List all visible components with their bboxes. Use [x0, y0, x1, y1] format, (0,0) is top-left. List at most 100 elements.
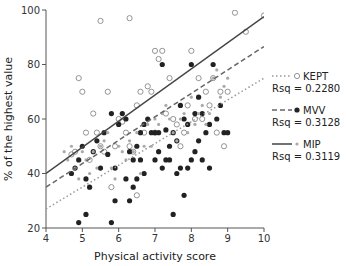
point	[211, 62, 216, 67]
legend-label: KEPT	[303, 71, 329, 82]
point	[193, 123, 196, 126]
point	[207, 103, 212, 108]
point	[83, 130, 88, 135]
x-tick-label: 9	[224, 233, 230, 244]
point	[123, 176, 128, 181]
point	[98, 144, 103, 149]
point	[77, 177, 80, 180]
point	[215, 68, 218, 71]
point	[160, 165, 165, 170]
x-axis-label: Physical activity score	[94, 250, 216, 263]
x-tick-label: 8	[188, 233, 194, 244]
point	[112, 144, 117, 149]
point	[132, 150, 135, 153]
x-tick	[264, 228, 265, 232]
point	[88, 172, 91, 175]
y-tick-label: 40	[27, 168, 40, 179]
point	[218, 89, 223, 94]
point	[120, 111, 125, 116]
x-tick-label: 6	[115, 233, 121, 244]
point	[185, 165, 190, 170]
point	[98, 165, 103, 170]
legend-label: MIP	[303, 139, 321, 150]
fit-line	[46, 47, 264, 188]
point	[127, 198, 132, 203]
legend: KEPTRsq = 0.2280MVVRsq = 0.3128MIPRsq = …	[272, 71, 340, 163]
point	[167, 144, 172, 149]
point	[189, 48, 194, 53]
legend-label: MVV	[303, 105, 325, 116]
point	[92, 150, 95, 153]
y-tick-label: 20	[27, 223, 40, 234]
x-tick	[155, 228, 156, 232]
x-tick-label: 5	[79, 233, 85, 244]
point	[232, 10, 237, 15]
point	[225, 89, 230, 94]
point	[91, 149, 96, 154]
point	[197, 112, 200, 115]
y-tick	[42, 173, 46, 174]
point	[81, 150, 84, 153]
point	[128, 139, 131, 142]
point	[167, 157, 172, 162]
point	[121, 150, 124, 153]
x-tick	[46, 228, 47, 232]
point	[181, 116, 186, 121]
point	[207, 165, 212, 170]
point	[134, 176, 139, 181]
point	[145, 84, 150, 89]
point	[76, 157, 81, 162]
y-tick	[42, 119, 46, 120]
point	[164, 104, 167, 107]
y-axis-label: % of the highest value	[2, 57, 15, 181]
point	[63, 150, 66, 153]
point	[83, 176, 88, 181]
x-tick-label: 10	[258, 233, 271, 244]
point	[127, 149, 132, 154]
annotation: Rsq = 0.2280	[272, 83, 340, 94]
y-tick	[42, 228, 46, 229]
point	[156, 130, 161, 135]
point	[146, 123, 149, 126]
point	[174, 138, 179, 143]
point	[225, 130, 230, 135]
point	[98, 18, 103, 23]
point	[149, 89, 154, 94]
point	[219, 96, 222, 99]
point	[70, 145, 73, 148]
point	[171, 116, 176, 121]
point	[87, 185, 92, 190]
y-tick-label: 100	[21, 5, 40, 16]
x-tick	[191, 228, 192, 232]
y-tick-label: 60	[27, 114, 40, 125]
legend-marker	[295, 142, 298, 145]
point	[131, 157, 136, 162]
point	[178, 103, 183, 108]
point	[189, 157, 194, 162]
point	[168, 117, 171, 120]
point	[203, 89, 208, 94]
point	[178, 144, 183, 149]
x-tick-label: 4	[43, 233, 49, 244]
point	[138, 157, 143, 162]
point	[201, 104, 204, 107]
x-tick	[118, 228, 119, 232]
point	[208, 112, 211, 115]
point	[109, 185, 114, 190]
point	[200, 116, 205, 121]
point	[109, 111, 114, 116]
chart: 4567891020406080100Physical activity sco…	[0, 0, 346, 266]
fit-line	[46, 17, 264, 174]
point	[117, 145, 120, 148]
point	[95, 166, 98, 169]
point	[182, 112, 185, 115]
legend-marker	[294, 73, 299, 78]
point	[222, 85, 225, 88]
point	[163, 127, 168, 132]
point	[76, 220, 81, 225]
point	[83, 212, 88, 217]
point	[138, 89, 143, 94]
legend-marker	[294, 107, 299, 112]
point	[181, 193, 186, 198]
point	[196, 138, 201, 143]
